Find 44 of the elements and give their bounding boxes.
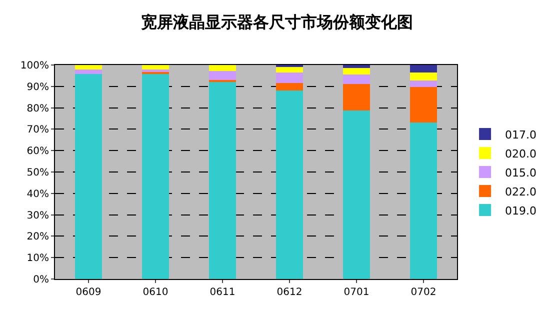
x-tick-label: 0612 xyxy=(276,287,302,298)
x-tick-label: 0701 xyxy=(344,287,370,298)
y-tick-label: 40% xyxy=(26,188,49,200)
y-tick-label: 50% xyxy=(26,168,49,178)
legend-label: 022.0 xyxy=(505,185,537,198)
bar xyxy=(410,80,437,88)
bar xyxy=(75,65,102,70)
bar xyxy=(410,122,437,279)
bar xyxy=(410,72,437,80)
bar xyxy=(276,90,303,279)
legend-label: 017.0 xyxy=(505,128,537,142)
y-tick-label: 70% xyxy=(26,124,49,136)
y-tick-label: 10% xyxy=(26,253,49,264)
bar xyxy=(75,74,102,279)
x-tick-label: 0702 xyxy=(410,287,436,298)
x-tick-label: 0611 xyxy=(210,287,236,298)
bar xyxy=(410,65,437,72)
y-tick-label: 80% xyxy=(26,103,49,114)
y-tick-label: 20% xyxy=(26,232,49,243)
bar xyxy=(276,72,303,83)
bar xyxy=(410,87,437,122)
bar xyxy=(209,71,236,80)
y-tick-label: 30% xyxy=(26,210,49,222)
bar xyxy=(142,74,169,279)
legend-label: 020.0 xyxy=(505,147,537,160)
bar xyxy=(276,82,303,90)
bar xyxy=(343,65,370,68)
chart-title: 宽屏液晶显示器各尺寸市场份额变化图 xyxy=(141,12,413,32)
bar xyxy=(343,110,370,279)
legend-label: 019.0 xyxy=(505,204,537,218)
bar xyxy=(343,68,370,74)
legend-label: 015.0 xyxy=(505,166,537,180)
bar xyxy=(343,84,370,110)
x-tick-label: 0610 xyxy=(142,287,168,298)
y-tick-label: 60% xyxy=(26,146,49,158)
bar xyxy=(142,65,169,70)
y-tick-label: 0% xyxy=(33,274,49,286)
y-tick-label: 100% xyxy=(20,60,49,72)
bar xyxy=(75,69,102,74)
bar xyxy=(209,65,236,72)
bar xyxy=(343,74,370,84)
bar xyxy=(209,82,236,279)
y-tick-label: 90% xyxy=(26,82,49,93)
x-tick-label: 0609 xyxy=(76,287,102,298)
